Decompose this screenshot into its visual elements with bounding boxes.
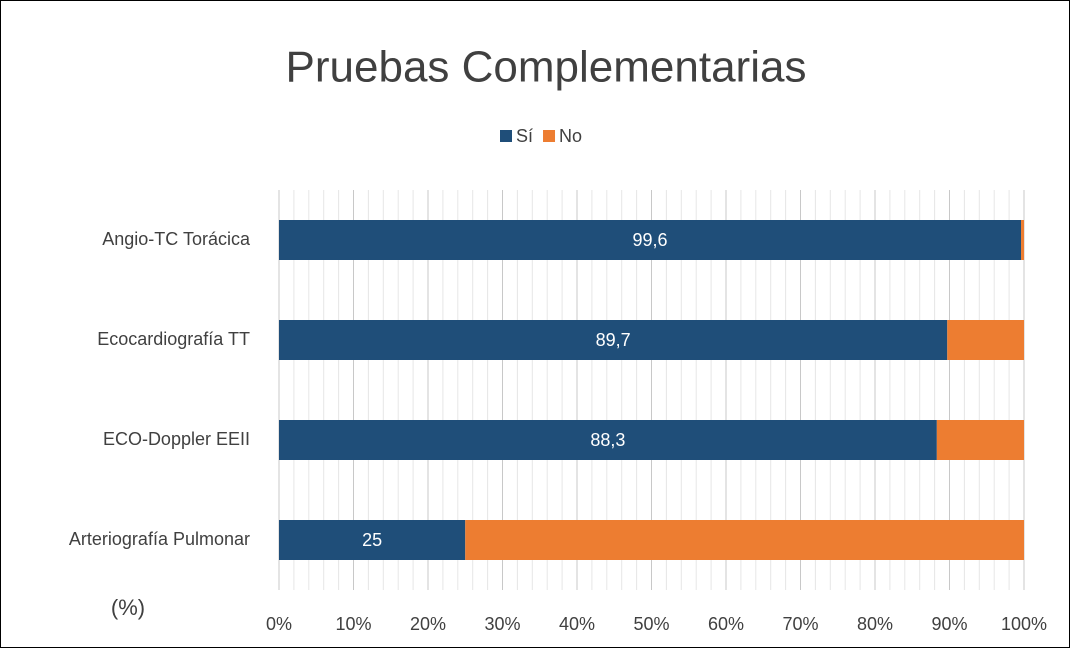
data-label: 89,7 — [596, 330, 631, 350]
data-label: 88,3 — [590, 430, 625, 450]
legend-label: Sí — [516, 126, 533, 146]
x-tick-label: 30% — [484, 614, 520, 634]
legend-swatch — [500, 130, 512, 142]
x-tick-label: 100% — [1001, 614, 1047, 634]
bar-segment — [936, 420, 1024, 460]
x-tick-label: 10% — [335, 614, 371, 634]
y-tick-label: Ecocardiografía TT — [97, 329, 250, 349]
bar-segment — [279, 420, 937, 460]
x-tick-label: 80% — [857, 614, 893, 634]
x-tick-label: 20% — [410, 614, 446, 634]
annotation: (%) — [111, 595, 145, 620]
legend-label: No — [559, 126, 582, 146]
data-label: 25 — [362, 530, 382, 550]
x-tick-label: 60% — [708, 614, 744, 634]
bar-segment — [279, 320, 948, 360]
x-tick-label: 90% — [931, 614, 967, 634]
y-tick-label: ECO-Doppler EEII — [103, 429, 250, 449]
data-label: 99,6 — [632, 230, 667, 250]
bar-segment — [465, 520, 1024, 560]
bar-segment — [1021, 220, 1024, 260]
bar-segment — [279, 220, 1022, 260]
x-tick-label: 40% — [559, 614, 595, 634]
y-tick-label: Arteriografía Pulmonar — [69, 529, 250, 549]
x-tick-label: 0% — [266, 614, 292, 634]
x-tick-label: 50% — [633, 614, 669, 634]
chart-title: Pruebas Complementarias — [286, 43, 807, 92]
bar-segment — [947, 320, 1024, 360]
legend-swatch — [543, 130, 556, 142]
x-tick-label: 70% — [782, 614, 818, 634]
bar-segment — [279, 520, 466, 560]
y-tick-label: Angio-TC Torácica — [102, 229, 251, 249]
